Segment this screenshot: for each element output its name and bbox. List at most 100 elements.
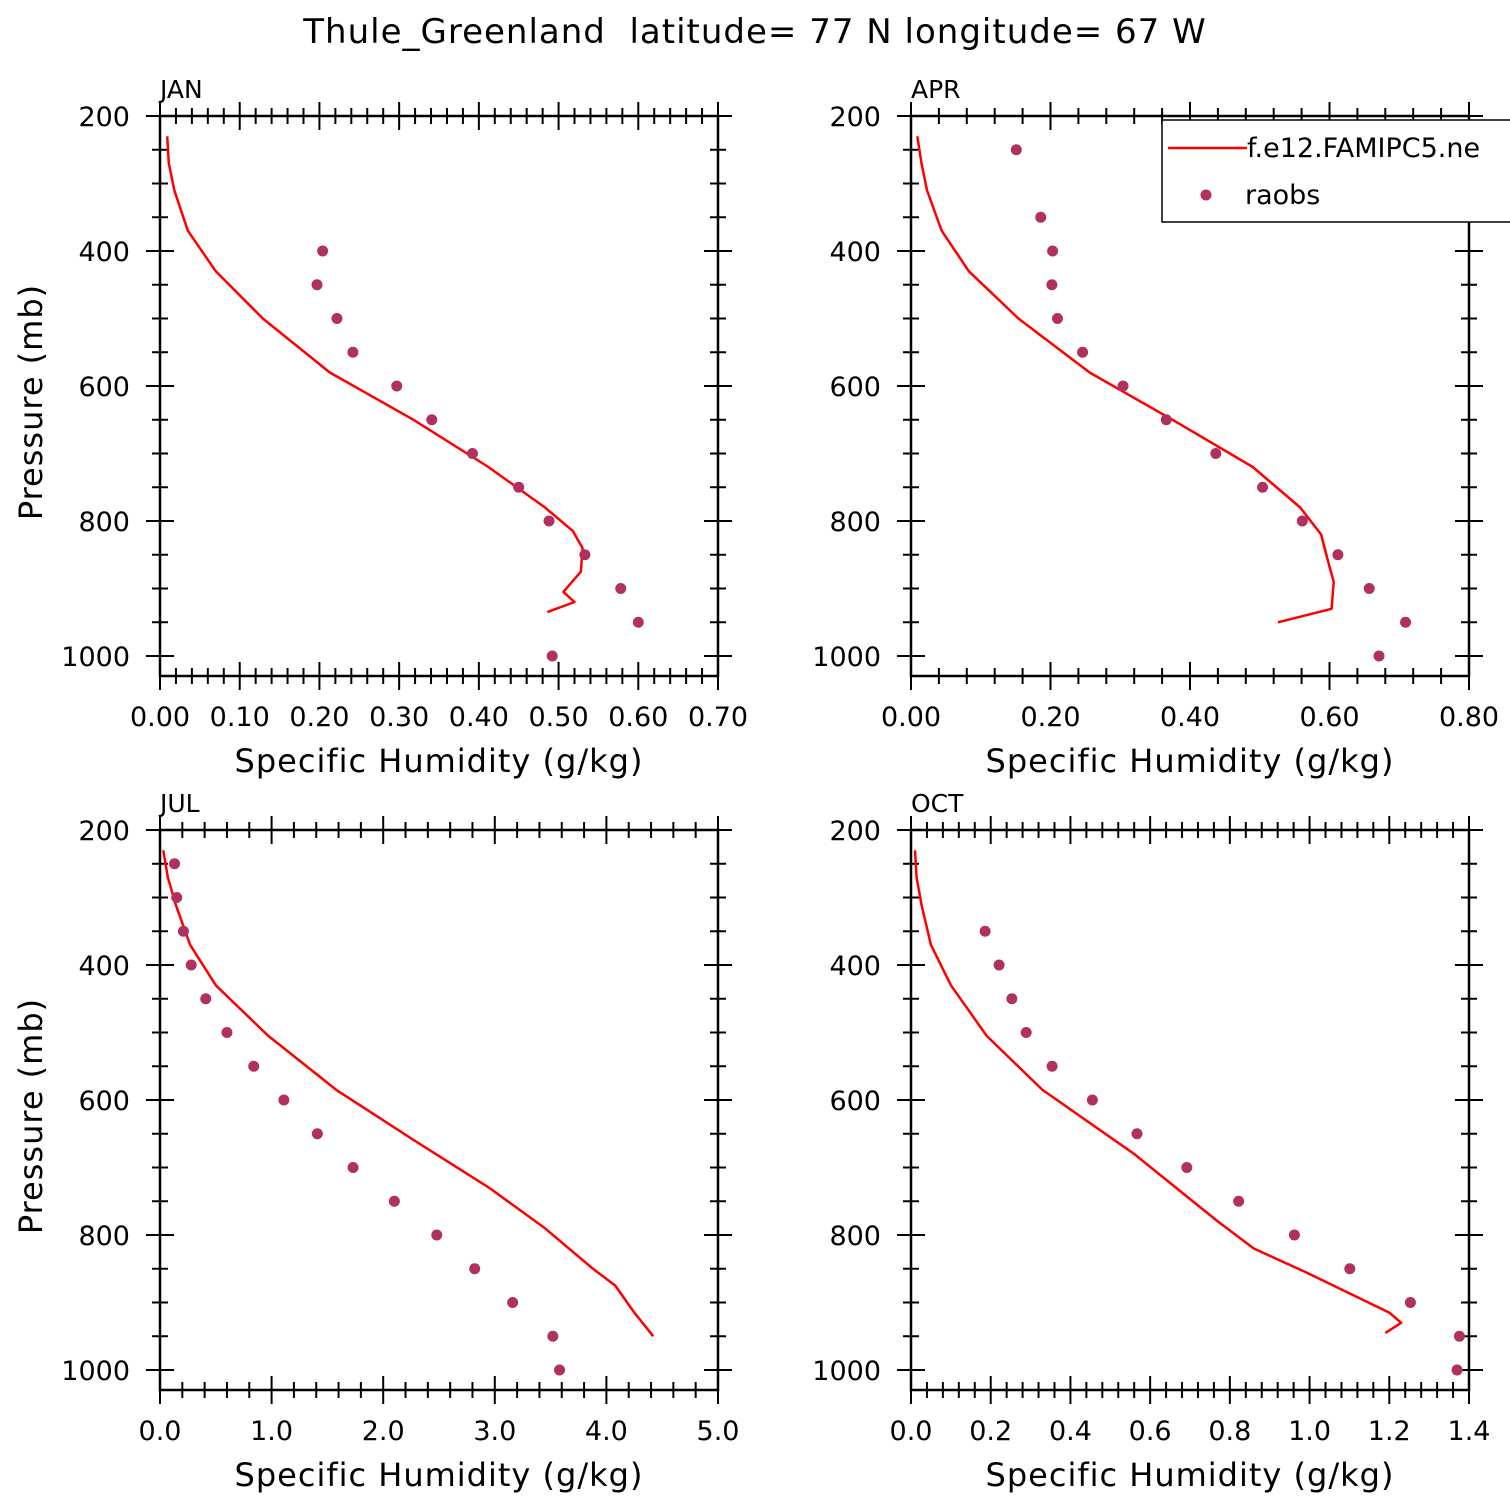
x-tick-label: 0.6 bbox=[1129, 1416, 1172, 1447]
y-tick-label: 1000 bbox=[812, 642, 881, 673]
panel-oct: OCT 200 400 600 800 1000 0.0 0.2 0.4 0.6 0.8 1.0 1.2… bbox=[812, 789, 1490, 1494]
x-tick-label: 0.20 bbox=[289, 702, 349, 733]
figure-title: Thule_Greenland latitude= 77 N longitude… bbox=[302, 12, 1206, 52]
x-tick-label: 0.80 bbox=[1439, 702, 1499, 733]
y-tick-label: 200 bbox=[829, 816, 881, 847]
raobs-point bbox=[431, 1229, 443, 1241]
x-axis-label: Specific Humidity (g/kg) bbox=[986, 742, 1395, 780]
y-tick-label: 1000 bbox=[61, 1356, 130, 1387]
raobs-point bbox=[278, 1094, 290, 1106]
raobs-point bbox=[311, 1128, 323, 1140]
raobs-point bbox=[169, 858, 181, 870]
raobs-point bbox=[1453, 1330, 1465, 1342]
raobs-point bbox=[1035, 211, 1047, 223]
raobs-point bbox=[1288, 1229, 1300, 1241]
x-tick-label: 3.0 bbox=[473, 1416, 516, 1447]
x-tick-label: 0.00 bbox=[881, 702, 941, 733]
raobs-point bbox=[1051, 313, 1063, 324]
panel-jul: JUL 200 400 600 800 1000 0.0 1.0 2.0 3.0 4.0 5.0 Spe… bbox=[12, 789, 739, 1494]
raobs-point bbox=[547, 1330, 559, 1342]
x-tick-label: 0.60 bbox=[1299, 702, 1359, 733]
raobs-point bbox=[469, 1263, 481, 1275]
x-axis-label: Specific Humidity (g/kg) bbox=[235, 1456, 644, 1494]
x-tick-label: 1.0 bbox=[250, 1416, 293, 1447]
raobs-point bbox=[1046, 279, 1058, 291]
raobs-point bbox=[388, 1195, 400, 1207]
x-tick-label: 1.0 bbox=[1288, 1416, 1331, 1447]
plot-frame bbox=[909, 828, 1471, 1392]
raobs-point bbox=[1077, 346, 1089, 358]
raobs-point bbox=[248, 1060, 260, 1072]
raobs-point bbox=[1332, 549, 1344, 561]
plot-frame bbox=[158, 114, 720, 678]
y-tick-label: 600 bbox=[78, 372, 130, 403]
y-tick-label: 800 bbox=[829, 507, 881, 538]
y-tick-label: 800 bbox=[829, 1221, 881, 1252]
raobs-point bbox=[546, 650, 558, 662]
panel-label: OCT bbox=[911, 789, 964, 818]
raobs-point bbox=[615, 583, 627, 594]
x-tick-label: 0.40 bbox=[449, 702, 509, 733]
raobs-point bbox=[1117, 380, 1129, 392]
x-axis-label: Specific Humidity (g/kg) bbox=[235, 742, 644, 780]
raobs-point bbox=[1047, 245, 1059, 257]
raobs-point bbox=[1131, 1128, 1143, 1140]
raobs-point bbox=[317, 245, 329, 257]
raobs-point bbox=[311, 279, 323, 291]
panel-label: JAN bbox=[158, 75, 203, 104]
raobs-point bbox=[347, 346, 359, 358]
raobs-point bbox=[1404, 1297, 1416, 1308]
plot-frame bbox=[158, 828, 720, 1392]
y-tick-label: 400 bbox=[78, 951, 130, 982]
raobs-point bbox=[554, 1364, 566, 1376]
x-tick-label: 0.10 bbox=[210, 702, 270, 733]
y-tick-label: 200 bbox=[78, 102, 130, 133]
y-tick-label: 800 bbox=[78, 1221, 130, 1252]
raobs-point bbox=[1344, 1263, 1356, 1275]
y-axis-label: Pressure (mb) bbox=[12, 284, 50, 520]
y-tick-label: 200 bbox=[829, 102, 881, 133]
panel-label: APR bbox=[911, 75, 961, 104]
raobs-point bbox=[1233, 1195, 1245, 1207]
legend-raobs-label: raobs bbox=[1245, 180, 1320, 211]
x-tick-label: 0.0 bbox=[890, 1416, 933, 1447]
model-profile-line bbox=[916, 136, 1335, 624]
raobs-point bbox=[1020, 1027, 1032, 1038]
raobs-point bbox=[1400, 616, 1412, 628]
raobs-point bbox=[391, 380, 403, 392]
x-tick-label: 0.60 bbox=[608, 702, 668, 733]
x-tick-label: 0.40 bbox=[1160, 702, 1220, 733]
y-axis-label: Pressure (mb) bbox=[12, 998, 50, 1234]
y-tick-label: 600 bbox=[78, 1086, 130, 1117]
y-tick-label: 800 bbox=[78, 507, 130, 538]
x-tick-label: 0.20 bbox=[1020, 702, 1080, 733]
raobs-point bbox=[466, 448, 478, 459]
y-tick-label: 400 bbox=[829, 237, 881, 268]
legend-model-label: f.e12.FAMIPC5.ne bbox=[1247, 133, 1480, 164]
raobs-point bbox=[1160, 414, 1172, 426]
raobs-point bbox=[1296, 515, 1308, 527]
model-profile-line bbox=[162, 850, 655, 1338]
x-tick-label: 1.2 bbox=[1368, 1416, 1411, 1447]
raobs-point bbox=[993, 959, 1005, 971]
y-tick-label: 600 bbox=[829, 372, 881, 403]
x-tick-label: 0.70 bbox=[688, 702, 748, 733]
x-tick-label: 2.0 bbox=[362, 1416, 405, 1447]
y-tick-label: 1000 bbox=[61, 642, 130, 673]
raobs-point bbox=[632, 616, 644, 628]
raobs-point bbox=[426, 414, 438, 426]
raobs-point bbox=[1373, 650, 1385, 662]
raobs-point bbox=[1086, 1094, 1098, 1106]
panel-label: JUL bbox=[158, 789, 200, 818]
x-tick-label: 0.2 bbox=[969, 1416, 1012, 1447]
y-tick-label: 200 bbox=[78, 816, 130, 847]
x-tick-label: 0.8 bbox=[1208, 1416, 1251, 1447]
legend-marker-swatch bbox=[1200, 189, 1212, 201]
x-tick-label: 4.0 bbox=[585, 1416, 628, 1447]
y-tick-label: 1000 bbox=[812, 1356, 881, 1387]
x-tick-label: 0.30 bbox=[369, 702, 429, 733]
raobs-point bbox=[221, 1027, 233, 1038]
